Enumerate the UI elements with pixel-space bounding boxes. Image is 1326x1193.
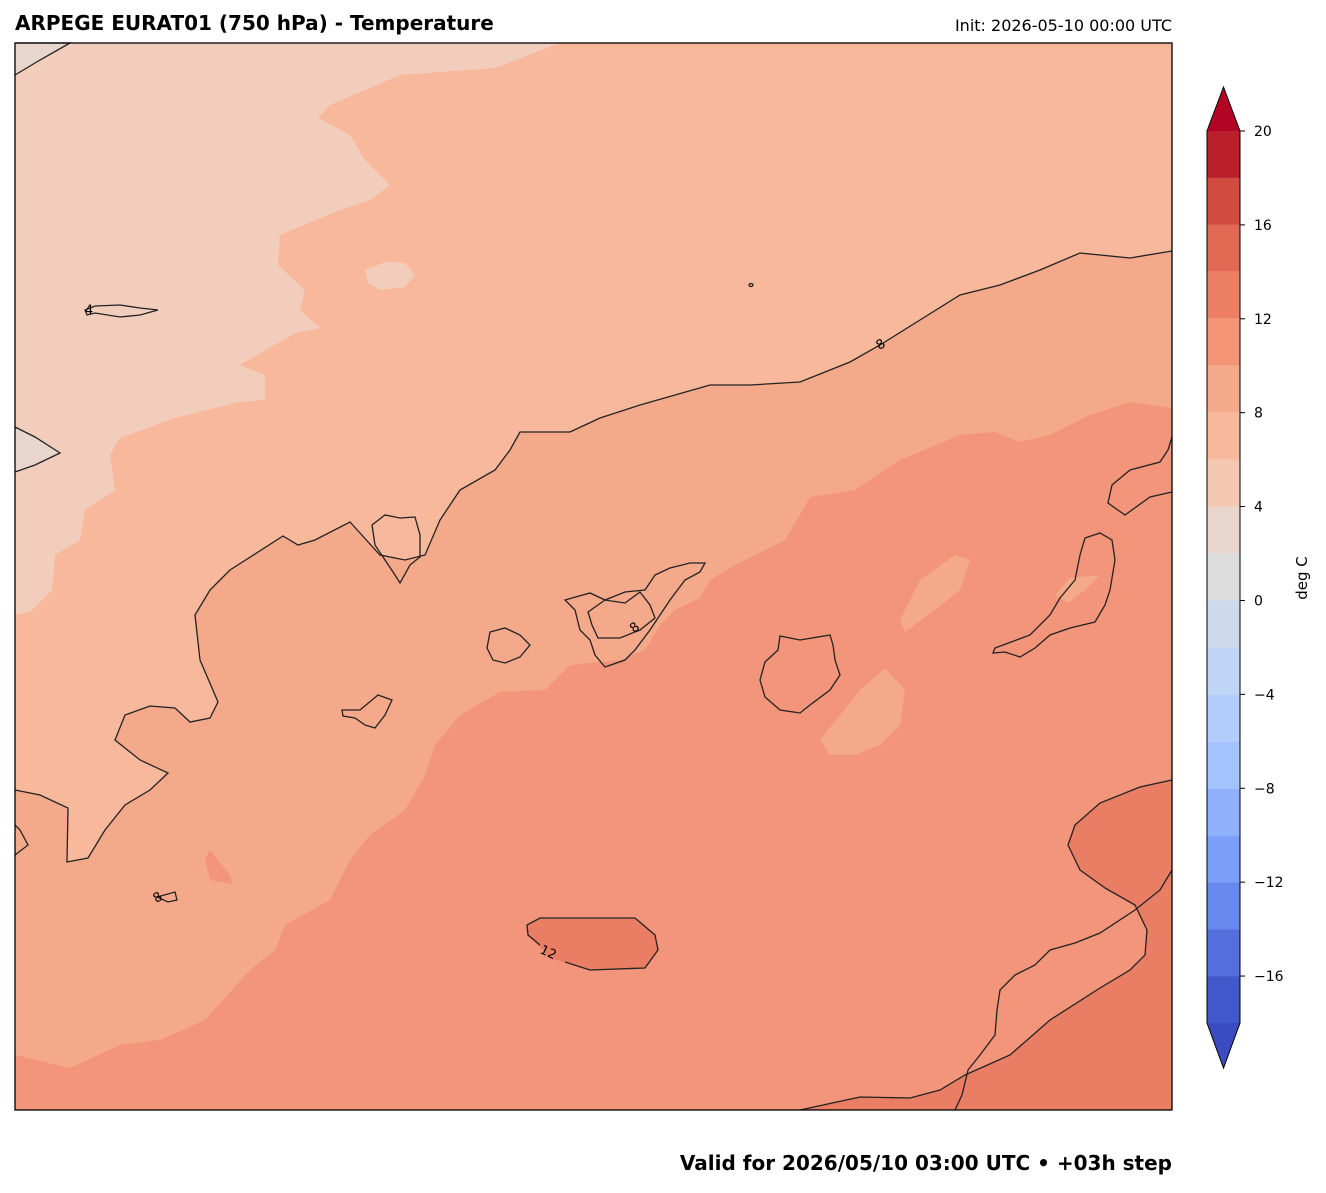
- coastline: [341, 694, 393, 729]
- contour-label: 12: [537, 943, 558, 964]
- coastline: [992, 532, 1116, 658]
- colorbar-tick-label: 16: [1254, 218, 1272, 234]
- valid-time: Valid for 2026/05/10 03:00 UTC • +03h st…: [680, 1151, 1172, 1175]
- colorbar-bin: [1207, 788, 1240, 836]
- map: 8 8 12 4 8: [14, 42, 1173, 1111]
- colorbar-label: deg C: [1293, 556, 1311, 600]
- map-frame: [14, 42, 1173, 1111]
- contour-line: [526, 917, 659, 971]
- field-8-10: [820, 668, 905, 755]
- field-8-10: [900, 555, 970, 632]
- colorbar-tick-label: −8: [1254, 781, 1275, 797]
- field-8-10: [1055, 575, 1100, 603]
- colorbar-tick-label: 12: [1254, 312, 1272, 328]
- field-4-6: [365, 262, 415, 290]
- coastline: [759, 634, 841, 714]
- contour-line: [799, 779, 1173, 1111]
- colorbar-tick-label: 4: [1254, 500, 1263, 516]
- colorbar-outline: [1206, 85, 1241, 1070]
- colorbar-bin: [1207, 835, 1240, 883]
- coastline: [1107, 436, 1173, 516]
- colorbar-bin: [1207, 224, 1240, 272]
- colorbar-tick-label: −12: [1254, 875, 1284, 891]
- coastline: [155, 891, 178, 903]
- colorbar-tick-label: −4: [1254, 687, 1275, 703]
- colorbar-under: [1207, 1023, 1240, 1068]
- coastline: [748, 282, 754, 288]
- colorbar-bin: [1207, 459, 1240, 507]
- colorbar-over: [1207, 87, 1240, 131]
- coastline: [563, 562, 707, 668]
- colorbar-bin: [1207, 694, 1240, 742]
- colorbar-bin: [1207, 882, 1240, 930]
- colorbar-bin: [1207, 177, 1240, 225]
- field-10-12: [15, 402, 1172, 1110]
- colorbar-bin: [1207, 271, 1240, 319]
- coastline: [14, 426, 62, 473]
- coastline: [14, 824, 29, 856]
- colorbar-tick-label: 20: [1254, 124, 1272, 140]
- field-2-4: [15, 43, 70, 75]
- colorbar-bin: [1207, 365, 1240, 413]
- colorbar-tick-label: 8: [1254, 406, 1263, 422]
- coastline: [84, 304, 159, 318]
- colorbar-bin: [1207, 553, 1240, 601]
- colorbar: −16 −12 −8 −4 0 4 8 12 16 20: [1206, 85, 1284, 1070]
- field-10-12: [205, 850, 232, 884]
- colorbar-bin: [1207, 131, 1240, 178]
- coastline: [954, 869, 1173, 1111]
- field-12-14: [527, 918, 658, 970]
- colorbar-bin: [1207, 929, 1240, 977]
- title: ARPEGE EURAT01 (750 hPa) - Temperature: [15, 11, 494, 35]
- contour-line: [587, 591, 656, 639]
- colorbar-bin: [1207, 647, 1240, 695]
- colorbar-bin: [1207, 976, 1240, 1023]
- coastline: [371, 514, 421, 585]
- colorbar-bin: [1207, 506, 1240, 554]
- colorbar-bin: [1207, 741, 1240, 789]
- coastline: [486, 627, 531, 664]
- field-2-4: [15, 427, 60, 472]
- colorbar-bin: [1207, 318, 1240, 366]
- colorbar-bin: [1207, 600, 1240, 648]
- init-time: Init: 2026-05-10 00:00 UTC: [955, 16, 1172, 35]
- field-12-14: [800, 780, 1172, 1110]
- colorbar-bin: [1207, 412, 1240, 460]
- colorbar-tick-label: 0: [1254, 593, 1263, 609]
- contour-line: [14, 250, 1173, 863]
- colorbar-tick-label: −16: [1254, 969, 1284, 985]
- contour-label: 4: [85, 304, 93, 319]
